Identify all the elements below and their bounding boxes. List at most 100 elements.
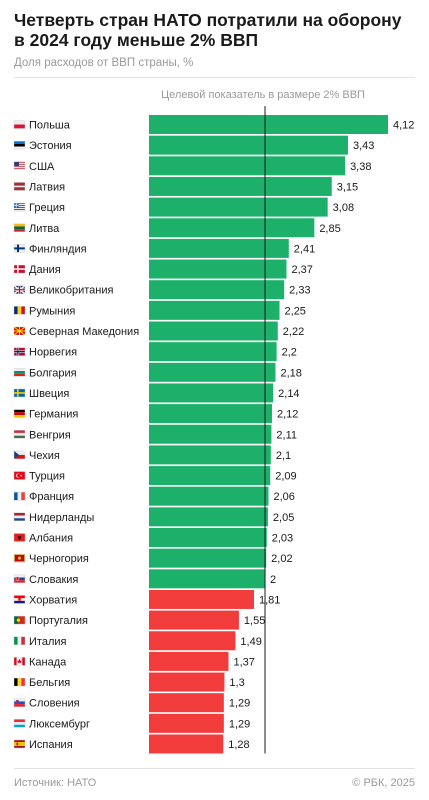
country-label: Португалия bbox=[29, 615, 88, 627]
value-label: 1,29 bbox=[229, 718, 250, 730]
bar bbox=[149, 342, 277, 362]
czechia-flag-icon bbox=[13, 450, 26, 460]
value-label: 2,25 bbox=[285, 305, 306, 317]
bar bbox=[149, 300, 280, 320]
country-label: Швеция bbox=[29, 388, 69, 400]
country-label: Испания bbox=[29, 739, 73, 751]
bar bbox=[149, 631, 236, 651]
source-note: Источник: НАТО bbox=[14, 777, 97, 789]
greece-flag-icon bbox=[13, 202, 26, 212]
bar bbox=[149, 218, 315, 238]
country-label: Люксембург bbox=[29, 718, 90, 730]
bar bbox=[149, 156, 346, 176]
france-flag-icon bbox=[13, 492, 26, 501]
country-label: Литва bbox=[29, 223, 60, 235]
germany-flag-icon bbox=[13, 409, 26, 418]
value-label: 2,03 bbox=[272, 533, 293, 545]
country-label: Словакия bbox=[29, 574, 78, 586]
bar bbox=[149, 548, 267, 568]
country-label: Франция bbox=[29, 491, 74, 503]
country-label: Греция bbox=[29, 202, 65, 214]
value-label: 2,02 bbox=[271, 553, 292, 565]
country-label: Турция bbox=[29, 471, 65, 483]
bar bbox=[149, 135, 348, 155]
country-label: США bbox=[29, 161, 55, 173]
bar bbox=[149, 115, 388, 134]
country-label: Северная Македония bbox=[29, 326, 139, 338]
country-label: Канада bbox=[29, 656, 67, 668]
value-label: 3,43 bbox=[353, 140, 374, 152]
country-label: Бельгия bbox=[29, 677, 70, 689]
value-label: 1,55 bbox=[244, 615, 265, 627]
country-label: Албания bbox=[29, 533, 73, 545]
bar-chart: Целевой показатель в размере 2% ВВП Польш… bbox=[13, 89, 414, 754]
country-label: Норвегия bbox=[29, 347, 77, 359]
country-label: Эстония bbox=[29, 140, 72, 152]
bar bbox=[149, 486, 269, 506]
bar bbox=[149, 651, 229, 671]
latvia-flag-icon bbox=[13, 182, 26, 191]
footer-divider bbox=[14, 768, 415, 769]
bar bbox=[149, 507, 268, 527]
usa-flag-icon bbox=[13, 161, 26, 171]
norway-flag-icon bbox=[13, 347, 26, 356]
country-label: Хорватия bbox=[29, 594, 77, 606]
country-label: Германия bbox=[29, 409, 78, 421]
country-label: Нидерланды bbox=[29, 512, 94, 524]
country-label: Латвия bbox=[29, 181, 65, 193]
country-label: Венгрия bbox=[29, 429, 71, 441]
bar bbox=[149, 466, 271, 486]
estonia-flag-icon bbox=[13, 140, 26, 150]
value-label: 2,09 bbox=[275, 471, 296, 483]
value-label: 2,33 bbox=[289, 285, 310, 297]
poland-flag-icon bbox=[13, 120, 26, 129]
value-label: 1,29 bbox=[229, 698, 250, 710]
copyright-note: © РБК, 2025 bbox=[352, 777, 415, 789]
country-label: Черногория bbox=[29, 553, 89, 565]
value-label: 1,81 bbox=[259, 594, 280, 606]
top-divider bbox=[14, 77, 415, 78]
country-label: Румыния bbox=[29, 305, 75, 317]
country-label: Италия bbox=[29, 636, 67, 648]
value-label: 2,12 bbox=[277, 409, 298, 421]
target-label: Целевой показатель в размере 2% ВВП bbox=[161, 89, 365, 101]
value-label: 3,38 bbox=[350, 161, 371, 173]
country-label: Великобритания bbox=[29, 285, 114, 297]
slovakia-flag-icon bbox=[13, 574, 26, 583]
value-label: 3,08 bbox=[333, 202, 354, 214]
bar bbox=[149, 259, 287, 279]
bar bbox=[149, 383, 274, 403]
country-label: Словения bbox=[29, 698, 80, 710]
country-label: Финляндия bbox=[29, 243, 87, 255]
romania-flag-icon bbox=[13, 306, 26, 315]
bar bbox=[149, 445, 271, 465]
value-label: 1,28 bbox=[228, 739, 249, 751]
spain-flag-icon bbox=[13, 739, 26, 749]
croatia-flag-icon bbox=[13, 595, 26, 604]
portugal-flag-icon bbox=[13, 615, 26, 625]
uk-flag-icon bbox=[13, 285, 26, 295]
netherlands-flag-icon bbox=[13, 512, 26, 522]
bar bbox=[149, 734, 224, 754]
bar bbox=[149, 528, 267, 547]
sweden-flag-icon bbox=[13, 388, 26, 398]
bar bbox=[149, 280, 285, 300]
value-label: 2,85 bbox=[319, 223, 340, 235]
bar bbox=[149, 610, 239, 630]
italy-flag-icon bbox=[13, 636, 26, 645]
bar bbox=[149, 238, 289, 258]
canada-flag-icon bbox=[13, 657, 26, 666]
value-label: 2,18 bbox=[280, 367, 301, 379]
finland-flag-icon bbox=[13, 244, 26, 253]
bar bbox=[149, 713, 224, 733]
turkey-flag-icon bbox=[13, 471, 26, 480]
belgium-flag-icon bbox=[13, 677, 26, 687]
value-label: 3,15 bbox=[337, 181, 358, 193]
country-label: Дания bbox=[29, 264, 61, 276]
value-label: 2,22 bbox=[283, 326, 304, 338]
bar bbox=[149, 362, 276, 382]
chart-subtitle: Доля расходов от ВВП страны, % bbox=[14, 57, 194, 69]
value-label: 2,2 bbox=[282, 347, 297, 359]
slovenia-flag-icon bbox=[13, 698, 26, 707]
bar bbox=[149, 569, 266, 589]
